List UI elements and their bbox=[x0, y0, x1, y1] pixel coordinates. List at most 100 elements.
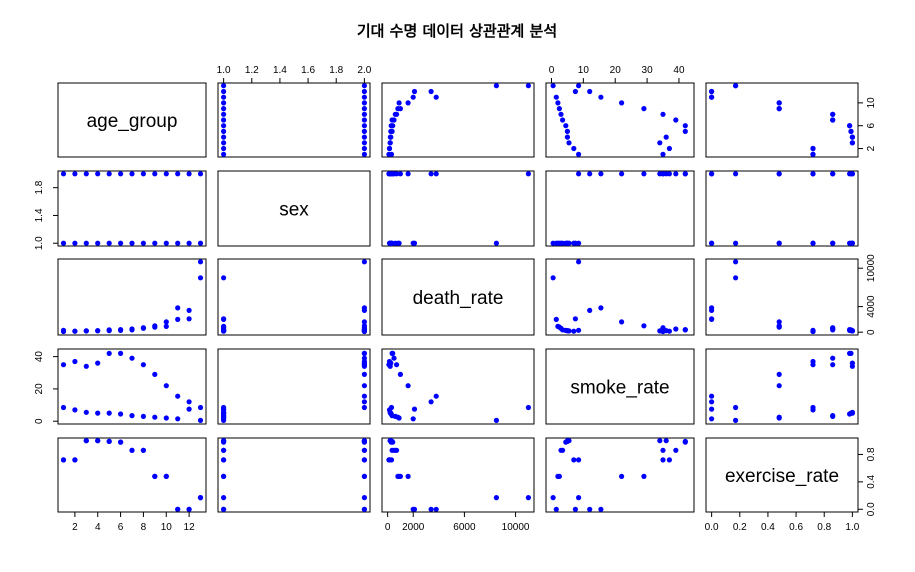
data-point-16 bbox=[849, 360, 856, 366]
data-point-15 bbox=[83, 438, 89, 444]
tick-label: 0.0 bbox=[866, 502, 877, 516]
data-point-19 bbox=[361, 117, 367, 123]
variable-label-death_rate: death_rate bbox=[413, 288, 504, 309]
data-point-13 bbox=[60, 362, 67, 368]
data-point-22 bbox=[163, 383, 169, 389]
data-point-15 bbox=[361, 140, 367, 146]
tick-label: 0.4 bbox=[866, 474, 877, 488]
data-point-11 bbox=[221, 316, 227, 322]
data-point-20 bbox=[660, 325, 666, 331]
data-point-18 bbox=[118, 171, 124, 177]
data-point-3 bbox=[564, 134, 571, 140]
data-point-25 bbox=[525, 171, 532, 177]
panel-smoke_rate-vs-smoke_rate: smoke_rate bbox=[545, 348, 695, 425]
tick-label: 1.6 bbox=[301, 65, 315, 76]
panel-frame bbox=[217, 437, 371, 513]
data-point-23 bbox=[598, 506, 604, 512]
data-point-19 bbox=[673, 117, 679, 123]
data-point-18 bbox=[682, 123, 688, 129]
data-point-19 bbox=[129, 326, 135, 332]
panel-frame bbox=[381, 82, 535, 158]
data-point-25 bbox=[361, 404, 367, 411]
data-point-14 bbox=[72, 328, 78, 334]
data-point-22 bbox=[163, 473, 169, 479]
data-point-22 bbox=[361, 319, 367, 325]
tick-label: 0 bbox=[866, 329, 877, 335]
data-point-19 bbox=[361, 355, 367, 361]
data-point-11 bbox=[186, 316, 192, 322]
data-point-24 bbox=[709, 88, 715, 95]
data-point-5 bbox=[221, 123, 227, 129]
panel-exercise_rate-vs-age_group bbox=[705, 82, 859, 158]
data-point-18 bbox=[118, 350, 124, 356]
tick-label: 6 bbox=[866, 122, 877, 128]
data-point-20 bbox=[830, 325, 836, 331]
tick-label: 10000 bbox=[866, 254, 877, 282]
data-point-14 bbox=[72, 171, 78, 177]
data-point-22 bbox=[405, 383, 411, 389]
data-point-4 bbox=[106, 410, 112, 416]
data-point-25 bbox=[197, 495, 204, 501]
data-point-25 bbox=[197, 259, 204, 265]
data-point-9 bbox=[776, 240, 782, 246]
data-point-7 bbox=[558, 447, 564, 453]
data-point-9 bbox=[396, 100, 402, 106]
panel-death_rate-vs-sex bbox=[381, 170, 535, 247]
data-point-1 bbox=[72, 407, 78, 413]
x-axis-bottom-age_group: 2 4 6 8 10 12 bbox=[72, 511, 195, 533]
data-point-16 bbox=[388, 134, 394, 140]
data-point-9 bbox=[555, 100, 561, 106]
data-point-10 bbox=[175, 416, 181, 422]
data-point-11 bbox=[221, 406, 227, 412]
data-point-18 bbox=[390, 439, 396, 445]
data-point-23 bbox=[709, 393, 715, 399]
data-point-3 bbox=[221, 134, 227, 140]
tick-label: 0.6 bbox=[789, 522, 803, 533]
data-point-12 bbox=[197, 275, 204, 281]
data-point-24 bbox=[709, 171, 715, 177]
data-point-4 bbox=[221, 128, 227, 134]
data-point-22 bbox=[619, 319, 625, 325]
data-point-20 bbox=[394, 447, 400, 453]
data-point-23 bbox=[709, 94, 715, 100]
data-point-21 bbox=[641, 323, 647, 329]
data-point-16 bbox=[388, 360, 394, 366]
data-point-11 bbox=[572, 316, 579, 322]
panel-age_group-vs-sex bbox=[57, 170, 207, 247]
data-point-24 bbox=[428, 506, 434, 512]
data-point-24 bbox=[361, 399, 367, 405]
data-point-24 bbox=[587, 307, 593, 313]
tick-label: 2000 bbox=[402, 522, 425, 533]
data-point-23 bbox=[598, 94, 604, 100]
tick-label: 0 bbox=[385, 522, 391, 533]
data-point-19 bbox=[830, 355, 836, 361]
x-axis-top-smoke_rate: 0 10 20 30 40 bbox=[549, 65, 685, 84]
data-point-1 bbox=[810, 407, 816, 413]
data-point-10 bbox=[221, 94, 227, 100]
data-point-15 bbox=[657, 438, 663, 444]
data-point-21 bbox=[397, 371, 403, 377]
data-point-18 bbox=[390, 350, 396, 356]
tick-label: 6000 bbox=[453, 522, 476, 533]
data-point-6 bbox=[129, 240, 135, 246]
data-point-17 bbox=[389, 128, 395, 134]
tick-label: 0.0 bbox=[705, 522, 719, 533]
tick-label: 1.2 bbox=[245, 65, 259, 76]
tick-label: 4000 bbox=[866, 295, 877, 318]
panel-frame bbox=[705, 348, 859, 425]
data-point-25 bbox=[576, 495, 582, 501]
data-point-20 bbox=[361, 447, 367, 453]
data-point-12 bbox=[221, 275, 227, 281]
data-point-3 bbox=[95, 410, 101, 416]
data-point-19 bbox=[391, 355, 397, 361]
data-point-20 bbox=[830, 171, 836, 177]
data-point-19 bbox=[673, 326, 679, 332]
data-point-2 bbox=[221, 140, 227, 146]
data-point-5 bbox=[847, 411, 853, 417]
data-point-11 bbox=[411, 88, 418, 95]
panel-frame bbox=[381, 348, 535, 425]
data-point-18 bbox=[847, 350, 853, 356]
data-point-22 bbox=[619, 171, 625, 177]
data-point-11 bbox=[709, 240, 715, 246]
